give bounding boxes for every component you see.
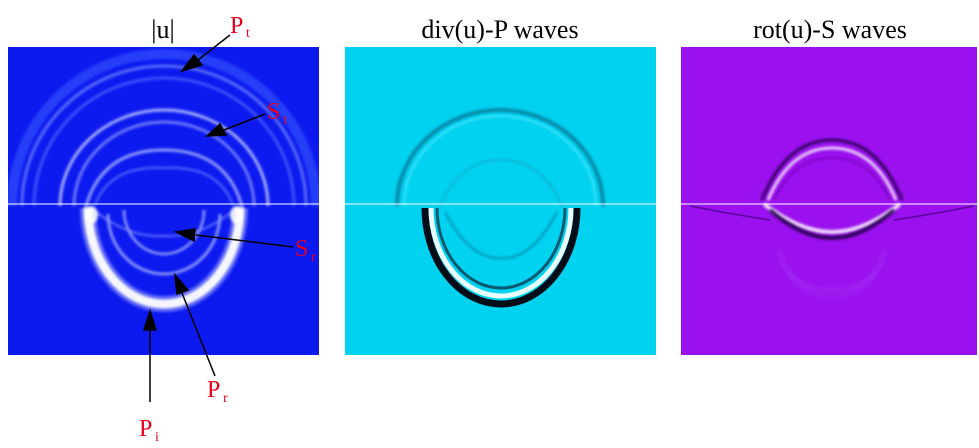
panel-divergence: [345, 47, 656, 355]
arrow-pr: [181, 292, 216, 377]
panel-title-magnitude: |u|: [151, 15, 174, 44]
annotation-arrows: [142, 34, 294, 402]
panel-divergence-background: [345, 47, 656, 355]
arrow-pi-head: [142, 308, 158, 331]
arrow-sr: [195, 234, 294, 248]
panel-rotation-background: [681, 47, 977, 355]
arrow-st-head: [204, 122, 228, 137]
arrow-pr-head: [174, 272, 190, 296]
panel-title-rotation: rot(u)-S waves: [753, 15, 907, 44]
arrow-pt: [197, 34, 231, 61]
arrow-pt-head: [180, 53, 204, 73]
panel-title-divergence: div(u)-P waves: [421, 15, 578, 44]
arrow-st: [223, 113, 266, 131]
panel-magnitude: [8, 47, 319, 355]
arrow-sr-head: [173, 228, 196, 243]
panel-rotation: [681, 47, 977, 355]
